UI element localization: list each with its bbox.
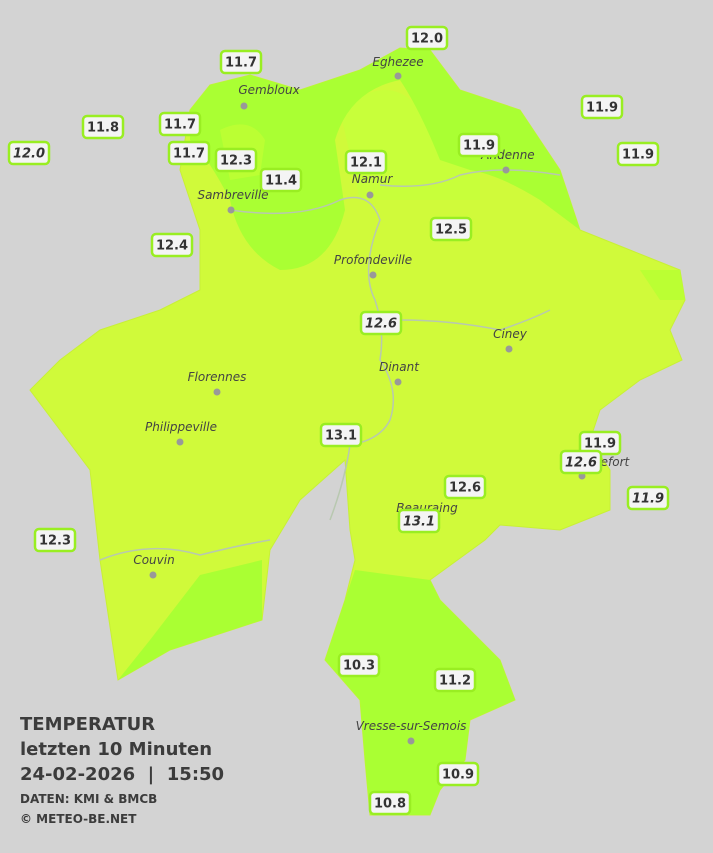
city-dot xyxy=(240,102,248,110)
station-box xyxy=(33,527,77,553)
station-box xyxy=(443,474,487,500)
station-value: 11.7 xyxy=(225,56,257,71)
city-dot xyxy=(394,72,402,80)
cool-zone-south xyxy=(325,570,515,815)
city-name: Ciney xyxy=(493,327,528,341)
city-name: Vresse-sur-Semois xyxy=(356,719,467,733)
station-value: 13.1 xyxy=(403,515,435,530)
station-box xyxy=(158,111,202,137)
city-dot xyxy=(176,438,184,446)
station-value: 12.5 xyxy=(435,223,467,238)
station-value: 10.3 xyxy=(343,659,375,674)
station-value: 12.0 xyxy=(13,147,45,162)
station-value: 12.4 xyxy=(156,239,188,254)
station-box xyxy=(150,232,194,258)
station-box xyxy=(337,652,381,678)
city-dot xyxy=(227,206,235,214)
station-box xyxy=(259,167,303,193)
station-value: 11.9 xyxy=(584,437,616,452)
city-name: Dinant xyxy=(379,360,420,374)
cool-zone-east xyxy=(640,270,685,300)
cool-zone-sw xyxy=(118,560,262,680)
station-value: 11.7 xyxy=(164,118,196,133)
subtitle: letzten 10 Minuten xyxy=(20,739,212,760)
station-value: 11.7 xyxy=(173,147,205,162)
station-box xyxy=(344,149,388,175)
city-dot xyxy=(369,271,377,279)
source: DATEN: KMI & BMCB xyxy=(20,792,157,806)
station-box xyxy=(626,485,670,511)
city-name: Philippeville xyxy=(145,420,217,434)
station-value: 11.9 xyxy=(632,492,664,507)
station-box xyxy=(433,667,477,693)
city-dot xyxy=(213,388,221,396)
city-dot xyxy=(366,191,374,199)
copyright: © METEO-BE.NET xyxy=(20,812,137,826)
city-dot xyxy=(505,345,513,353)
station-value: 12.3 xyxy=(220,154,252,169)
city-name: Eghezee xyxy=(372,55,423,69)
station-value: 11.8 xyxy=(87,121,119,136)
station-box xyxy=(559,449,603,475)
station-box xyxy=(405,25,449,51)
station-box xyxy=(167,140,211,166)
station-value: 11.9 xyxy=(586,101,618,116)
station-value: 12.3 xyxy=(39,534,71,549)
station-box xyxy=(81,114,125,140)
title: TEMPERATUR xyxy=(20,714,155,735)
station-value: 11.4 xyxy=(265,174,297,189)
station-box xyxy=(580,94,624,120)
station-box xyxy=(397,508,441,534)
station-value: 10.8 xyxy=(374,797,406,812)
station-value: 12.1 xyxy=(350,156,382,171)
city-name: Florennes xyxy=(188,370,247,384)
station-box xyxy=(436,761,480,787)
station-box xyxy=(616,141,660,167)
station-box xyxy=(457,132,501,158)
city-name: Sambreville xyxy=(197,188,268,202)
station-box xyxy=(214,147,258,173)
city-dot xyxy=(502,166,510,174)
city-name: Gembloux xyxy=(238,83,300,97)
station-value: 12.6 xyxy=(449,481,481,496)
station-value: 12.6 xyxy=(365,317,397,332)
cool-zone-north xyxy=(190,48,580,270)
station-value: 11.2 xyxy=(439,674,471,689)
station-value: 13.1 xyxy=(325,429,357,444)
station-value: 12.6 xyxy=(565,456,597,471)
city-dot xyxy=(394,378,402,386)
station-box xyxy=(429,216,473,242)
city-name: Profondeville xyxy=(334,253,412,267)
station-box xyxy=(319,422,363,448)
station-value: 11.9 xyxy=(463,139,495,154)
city-name: Couvin xyxy=(133,553,174,567)
city-dot xyxy=(407,737,415,745)
city-dot xyxy=(149,571,157,579)
station-value: 11.9 xyxy=(622,148,654,163)
station-box xyxy=(219,49,263,75)
station-value: 12.0 xyxy=(411,32,443,47)
station-box xyxy=(368,790,412,816)
station-value: 10.9 xyxy=(442,768,474,783)
station-box xyxy=(7,140,51,166)
timestamp: 24-02-2026 | 15:50 xyxy=(20,764,224,785)
station-box xyxy=(359,310,403,336)
city-name: Namur xyxy=(352,172,394,186)
